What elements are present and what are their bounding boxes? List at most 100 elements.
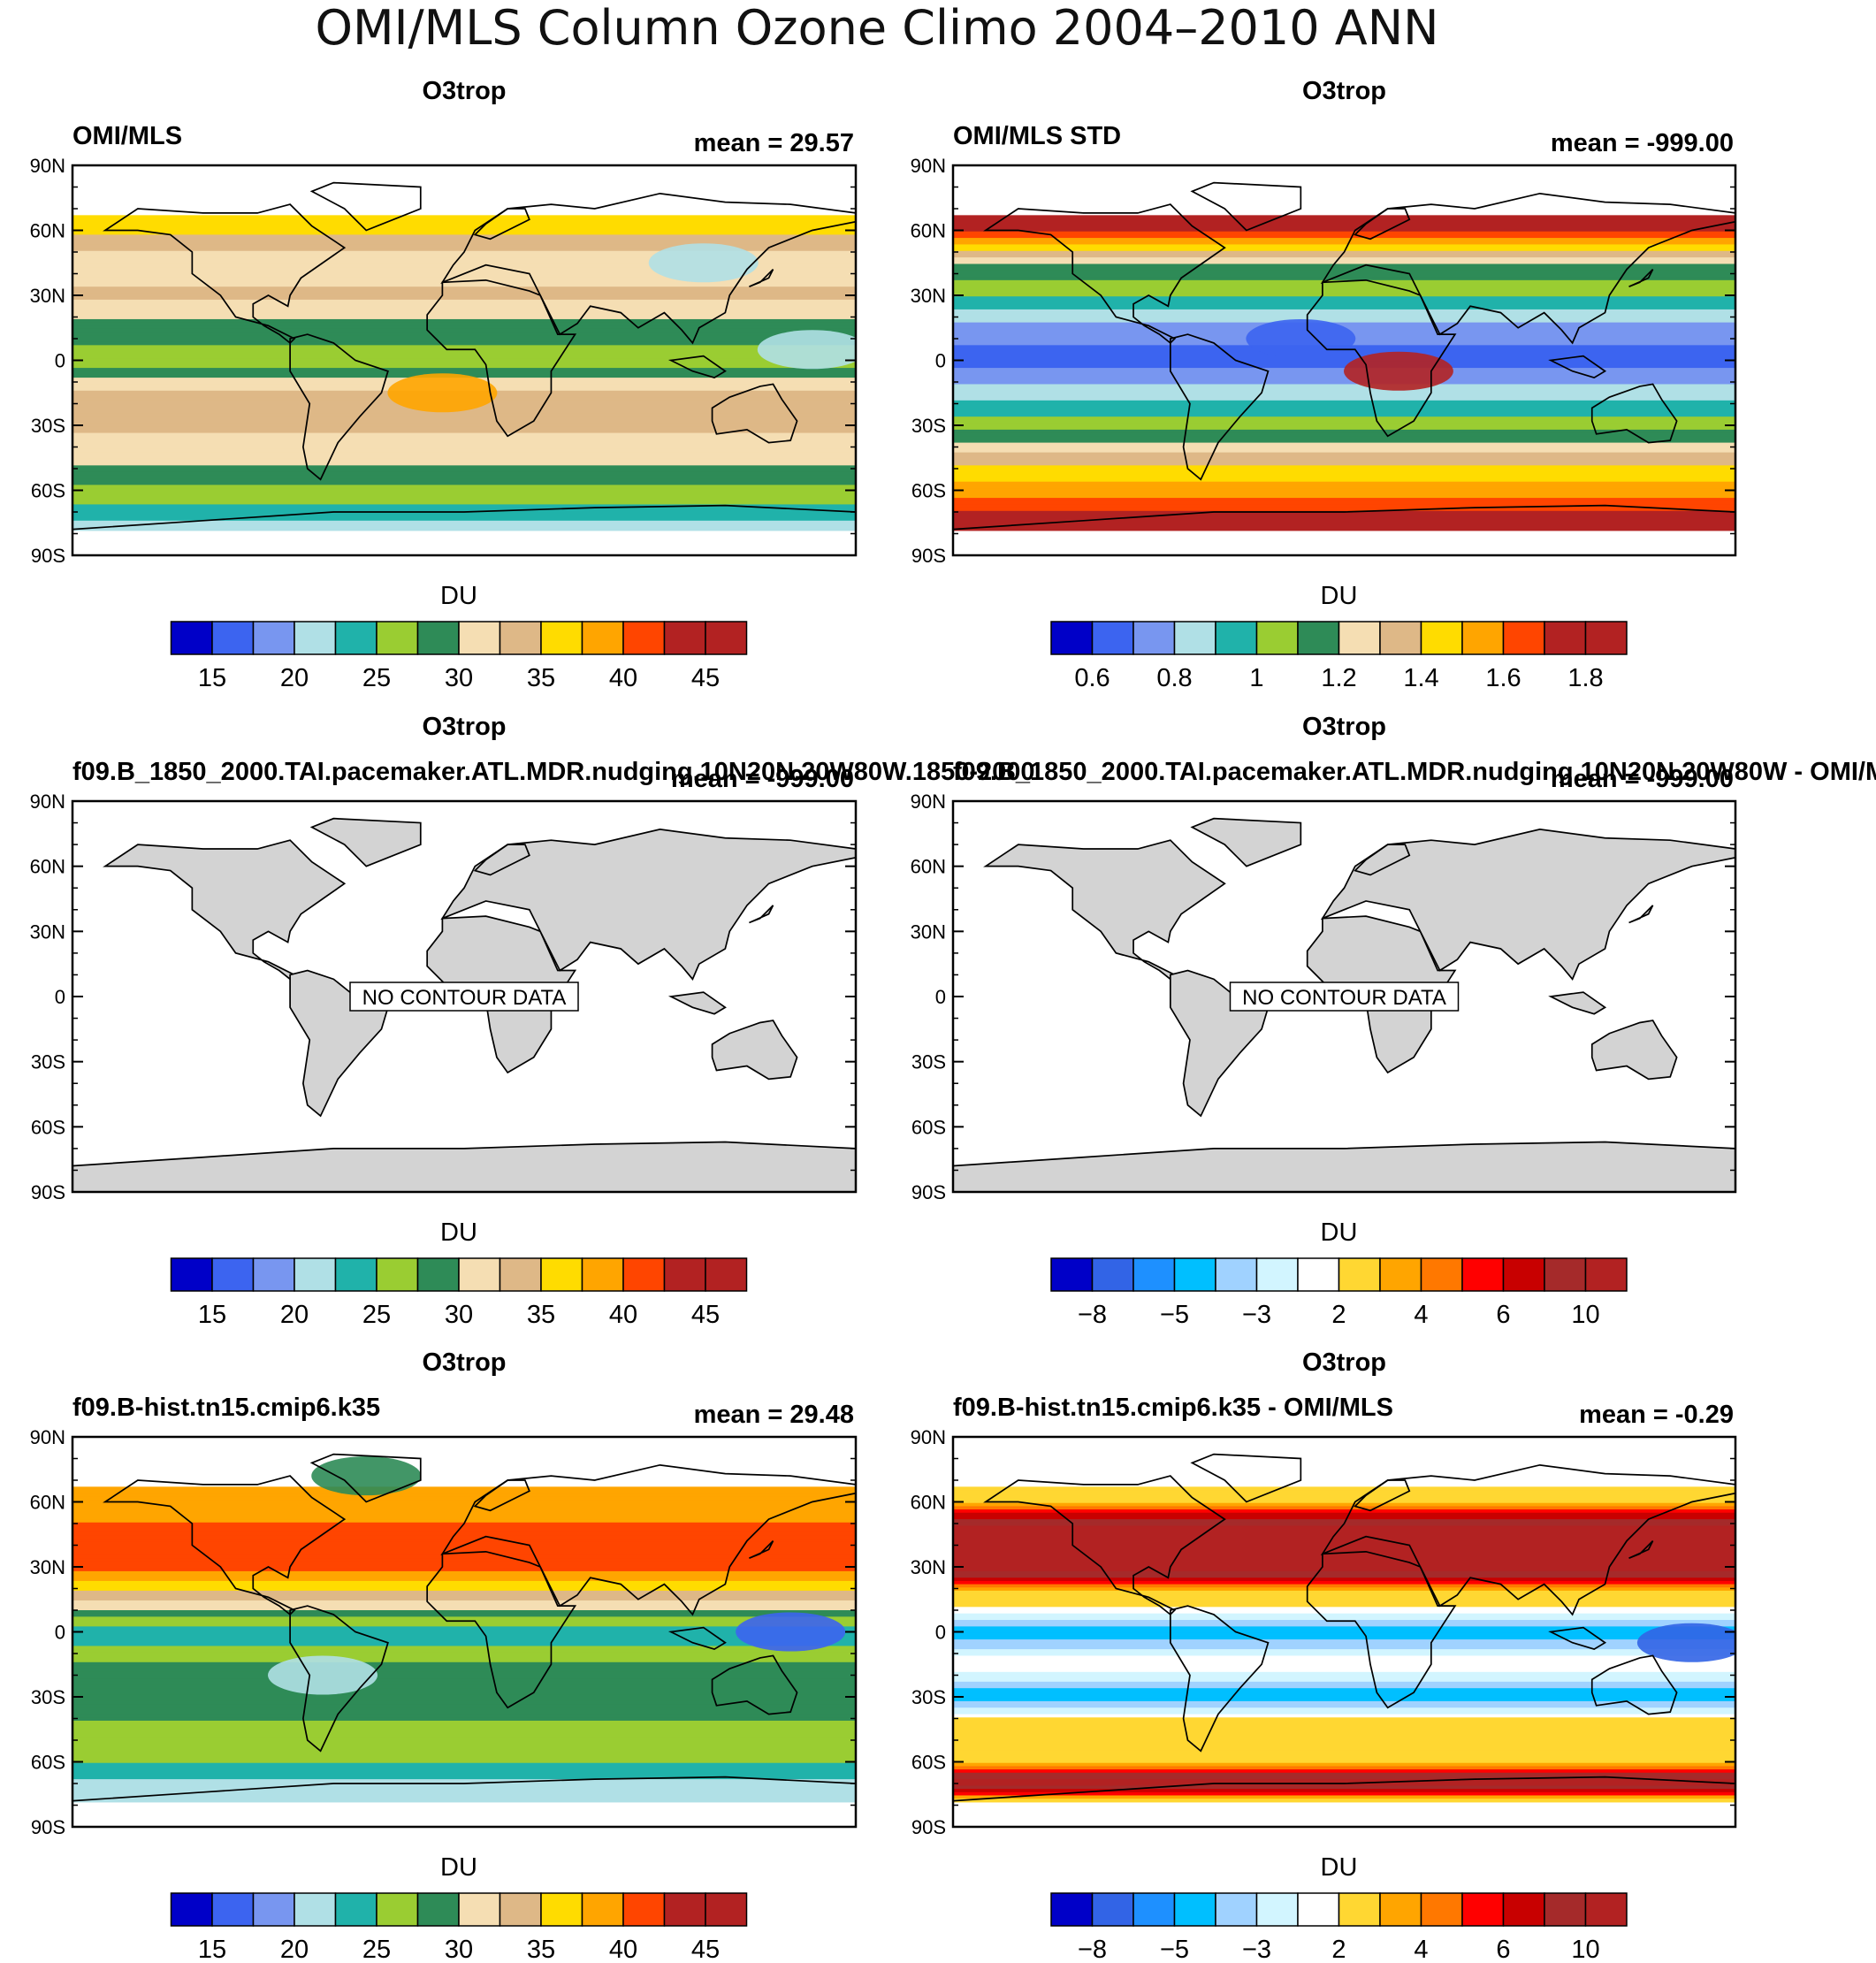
contour-band xyxy=(72,1620,856,1624)
contour-band xyxy=(953,1665,1735,1669)
contour-band xyxy=(72,1551,856,1556)
contour-band xyxy=(72,1646,856,1650)
contour-band xyxy=(72,471,856,476)
contour-band xyxy=(72,1597,856,1601)
contour-band xyxy=(72,1616,856,1621)
lat-tick-label: 30S xyxy=(31,415,65,437)
lat-tick-label: 60S xyxy=(31,480,65,502)
contour-band xyxy=(72,475,856,479)
contour-band xyxy=(953,439,1735,444)
colorbar-swatch xyxy=(376,621,419,655)
panel-case-label: f09.B-hist.tn15.cmip6.k35 - OMI/MLS xyxy=(953,1394,1393,1422)
contour-band xyxy=(72,514,856,518)
panel-case-label: f09.B-hist.tn15.cmip6.k35 xyxy=(72,1394,380,1422)
colorbar-swatch xyxy=(1502,1892,1545,1927)
colorbar-swatch xyxy=(663,1892,706,1927)
contour-band xyxy=(953,1795,1735,1799)
contour-band xyxy=(953,1733,1735,1738)
contour-band xyxy=(72,1541,856,1547)
contour-band xyxy=(953,312,1735,317)
contour-band xyxy=(72,1740,856,1745)
lat-tick-label: 90N xyxy=(911,1426,946,1448)
colorbar-swatch xyxy=(416,1892,460,1927)
colorbar-swatch xyxy=(170,1892,213,1927)
units-label: DU xyxy=(1321,1218,1358,1247)
contour-band xyxy=(953,508,1735,512)
contour-band xyxy=(953,1700,1735,1706)
contour-band xyxy=(953,517,1735,522)
contour-band xyxy=(953,277,1735,281)
contour-band xyxy=(72,228,856,233)
contour-band xyxy=(953,1779,1735,1784)
units-label: DU xyxy=(1321,1853,1358,1882)
contour-band xyxy=(953,1568,1735,1572)
contour-band xyxy=(953,1717,1735,1722)
contour-band xyxy=(953,1597,1735,1601)
colorbar-label: 0.6 xyxy=(1074,664,1110,692)
contour-band xyxy=(953,286,1735,291)
panel-variable-title: O3trop xyxy=(1302,1348,1386,1377)
contour-band xyxy=(72,1750,856,1754)
map-panel-2: O3trop OMI/MLS STD mean = -999.00 90N 60N 30N… xyxy=(911,77,1737,692)
contour-band xyxy=(953,1603,1735,1608)
contour-band xyxy=(953,289,1735,294)
colorbar-label: −8 xyxy=(1078,1936,1107,1963)
colorbar-swatch xyxy=(622,1257,666,1292)
map-panel-4: O3trop f09.B_1850_2000.TAI.pacemaker.ATL.… xyxy=(911,713,1876,1329)
contour-band xyxy=(953,432,1735,437)
contour-band xyxy=(72,423,856,427)
colorbar-swatch xyxy=(1132,1257,1176,1292)
contour-band xyxy=(72,1791,856,1797)
contour-band xyxy=(953,407,1735,411)
colorbar-swatch xyxy=(540,1892,583,1927)
colorbar-label: 4 xyxy=(1414,1301,1428,1329)
contour-band xyxy=(953,1616,1735,1621)
colorbar-swatch xyxy=(458,1892,501,1927)
contour-band xyxy=(953,1649,1735,1654)
contour-band xyxy=(953,316,1735,320)
contour-band xyxy=(72,370,856,376)
colorbar-swatch xyxy=(1584,621,1628,655)
contour-band xyxy=(953,1799,1735,1803)
contour-band xyxy=(72,1694,856,1699)
colorbar-swatch xyxy=(1173,621,1216,655)
contour-band xyxy=(72,1600,856,1605)
colorbar-swatch xyxy=(334,1257,377,1292)
contour-band xyxy=(72,348,856,353)
contour-band xyxy=(953,260,1735,265)
contour-band xyxy=(72,458,856,463)
contour-band xyxy=(953,384,1735,388)
contour-band xyxy=(72,436,856,440)
colorbar-label: 1 xyxy=(1249,664,1263,692)
contour-band xyxy=(953,1584,1735,1588)
lat-tick-label: 30S xyxy=(31,1686,65,1708)
colorbar-label: 20 xyxy=(280,664,309,692)
colorbar-swatch xyxy=(376,1892,419,1927)
contour-band xyxy=(953,358,1735,363)
contour-band xyxy=(72,1655,856,1660)
contour-band xyxy=(953,1558,1735,1562)
contour-band xyxy=(953,504,1735,508)
contour-band xyxy=(953,491,1735,495)
contour-band xyxy=(72,1756,856,1761)
colorbar-swatch xyxy=(1502,621,1545,655)
contour-band xyxy=(72,432,856,437)
colorbar-swatch xyxy=(1338,621,1381,655)
colorbar-label: 0.8 xyxy=(1156,664,1192,692)
map-area xyxy=(72,165,856,555)
contour-band xyxy=(953,1762,1735,1767)
contour-band xyxy=(953,1684,1735,1689)
contour-band xyxy=(953,1539,1735,1543)
lat-tick-label: 60S xyxy=(911,1116,946,1138)
contour-band xyxy=(72,1593,856,1598)
contour-band xyxy=(72,1574,856,1578)
contour-band xyxy=(72,231,856,235)
contour-band xyxy=(953,361,1735,365)
contour-band xyxy=(953,293,1735,297)
panel-variable-title: O3trop xyxy=(422,1348,506,1377)
no-data-label: NO CONTOUR DATA xyxy=(1242,986,1446,1010)
map-area xyxy=(953,165,1735,555)
colorbar-swatch xyxy=(376,1257,419,1292)
contour-band xyxy=(953,1750,1735,1754)
colorbar-swatch xyxy=(1091,621,1134,655)
